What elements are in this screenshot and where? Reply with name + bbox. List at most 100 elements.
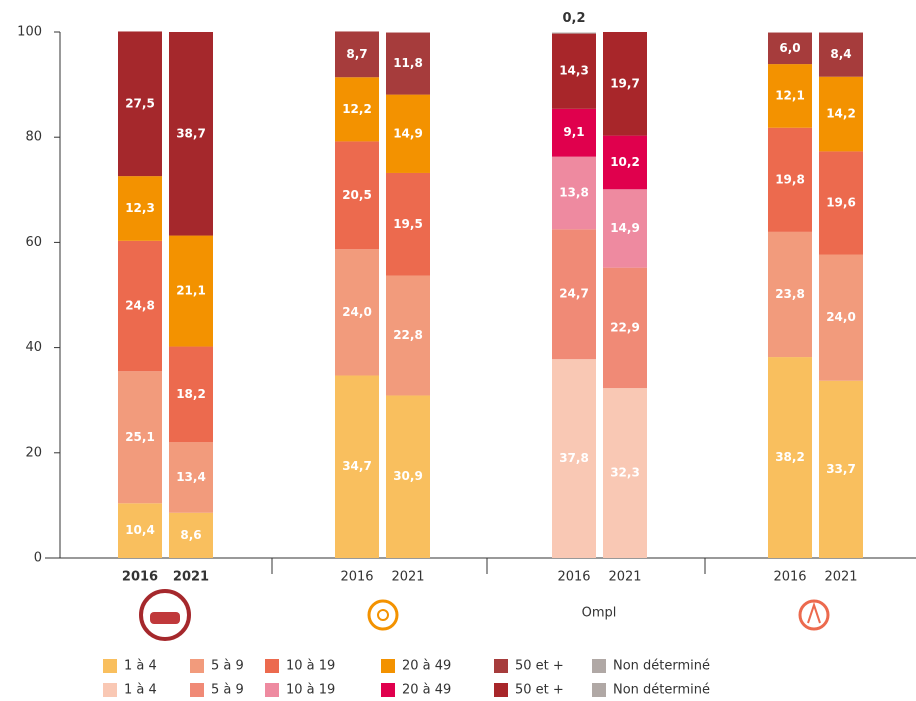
bar-segment [386, 172, 430, 276]
legend-label: 10 à 19 [286, 683, 335, 698]
bar-segment [552, 32, 596, 34]
value-label: 12,1 [775, 88, 805, 102]
value-label: 32,3 [610, 466, 640, 480]
x-tick-label: 2016 [773, 570, 806, 585]
bar-segment [768, 231, 812, 358]
value-label: 8,4 [830, 47, 851, 61]
value-label: 20,5 [342, 188, 372, 202]
value-label: 18,2 [176, 387, 206, 401]
legend-label: Non déterminé [613, 659, 710, 674]
legend-swatch [381, 659, 395, 673]
value-label: 33,7 [826, 462, 856, 476]
value-label-outside: 0,2 [562, 11, 585, 26]
x-tick-label: 2016 [122, 570, 158, 585]
legend-label: 20 à 49 [402, 683, 451, 698]
bar-segment [118, 371, 162, 504]
legend-swatch [265, 659, 279, 673]
value-label: 25,1 [125, 430, 155, 444]
icon-ring [139, 589, 191, 641]
y-tick-label: 40 [25, 340, 42, 355]
bar-segment [386, 275, 430, 396]
bar-segment [335, 249, 379, 376]
bar-segment [335, 141, 379, 250]
legend-label: 50 et + [515, 659, 564, 674]
value-label: 14,2 [826, 107, 856, 121]
icon-compass [807, 601, 821, 624]
value-label: 24,7 [559, 287, 589, 301]
legend-swatch [592, 659, 606, 673]
value-label: 34,7 [342, 459, 372, 473]
value-label: 11,8 [393, 56, 423, 70]
icon-ring [367, 599, 399, 631]
x-tick-label: 2021 [608, 570, 641, 585]
value-label: 19,7 [610, 76, 640, 90]
value-label: 19,8 [775, 172, 805, 186]
value-label: 8,7 [346, 47, 367, 61]
value-label: 14,9 [610, 221, 640, 235]
bar-segment [169, 346, 213, 443]
legend-swatch [103, 659, 117, 673]
bar-segment [768, 127, 812, 232]
value-label: 23,8 [775, 287, 805, 301]
bar-segment [386, 395, 430, 558]
bar-segment [819, 76, 863, 152]
bar-segment [603, 388, 647, 558]
y-tick-label: 0 [34, 551, 42, 566]
bar-segment [169, 442, 213, 513]
value-label: 38,2 [775, 450, 805, 464]
bar-segment [169, 512, 213, 558]
value-label: 10,2 [610, 155, 640, 169]
bar-segment [118, 176, 162, 241]
value-label: 8,6 [180, 528, 201, 542]
bar-segment [819, 151, 863, 255]
bar-segment [768, 357, 812, 558]
bar-segment [552, 156, 596, 230]
bar-segment [335, 77, 379, 142]
icon-wheel [377, 609, 389, 621]
value-label: 12,3 [125, 201, 155, 215]
legend-label: 5 à 9 [211, 683, 244, 698]
y-tick-label: 100 [17, 25, 42, 40]
value-label: 27,5 [125, 96, 155, 110]
x-tick-label: 2021 [173, 570, 209, 585]
y-tick-label: 20 [25, 445, 42, 460]
value-label: 14,9 [393, 126, 423, 140]
bar-segment [819, 380, 863, 558]
x-tick-label: 2016 [557, 570, 590, 585]
value-label: 38,7 [176, 126, 206, 140]
bar-segment [819, 32, 863, 77]
bar-segment [552, 229, 596, 360]
legend-swatch [494, 683, 508, 697]
value-label: 6,0 [779, 41, 800, 55]
value-label: 30,9 [393, 469, 423, 483]
legend-swatch [190, 683, 204, 697]
legend-swatch [103, 683, 117, 697]
legend-label: Non déterminé [613, 683, 710, 698]
value-label: 22,9 [610, 320, 640, 334]
bar-segment [386, 94, 430, 173]
bar-segment [603, 189, 647, 268]
icons [139, 589, 830, 641]
legend-swatch [190, 659, 204, 673]
icon-ring [798, 599, 830, 631]
bar-segment [603, 135, 647, 190]
bar-segment [335, 375, 379, 558]
value-label: 13,4 [176, 470, 206, 484]
value-label: 12,2 [342, 102, 372, 116]
icon-car [150, 612, 180, 624]
bar-segment [552, 359, 596, 558]
value-label: 19,5 [393, 217, 423, 231]
bar-segment [819, 254, 863, 381]
bar-segment [169, 32, 213, 236]
legend-label: 1 à 4 [124, 683, 157, 698]
bar-segment [335, 31, 379, 78]
legend-swatch [381, 683, 395, 697]
value-label: 13,8 [559, 185, 589, 199]
value-label: 24,8 [125, 299, 155, 313]
legend-label: 5 à 9 [211, 659, 244, 674]
legend-swatch [592, 683, 606, 697]
value-label: 24,0 [826, 310, 856, 324]
bar-segment [552, 108, 596, 157]
value-label: 24,0 [342, 305, 372, 319]
bar-segment [603, 267, 647, 389]
